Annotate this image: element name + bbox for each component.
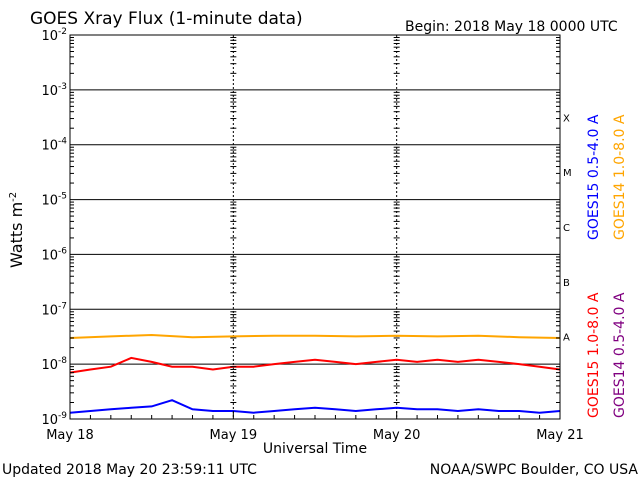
y-tick-label: 10-2 [41,27,67,44]
x-tick-label: May 18 [46,428,94,443]
flare-class-x: X [563,113,570,124]
y-axis-label: Watts m-2 [7,192,26,268]
y-tick-label: 10-9 [41,411,67,428]
legend: GOES15 0.5-4.0 A GOES14 1.0-8.0 A GOES15 1… [586,114,628,418]
x-axis-label: Universal Time [263,441,367,457]
chart-title: GOES Xray Flux (1-minute data) [30,9,303,29]
y-tick-label: 10-7 [41,301,67,318]
series-layer [69,333,561,420]
legend-entry: GOES14 0.5-4.0 A [612,292,628,418]
flare-class-b: B [563,278,570,289]
flare-class-c: C [563,223,570,234]
x-tick-label: May 20 [373,428,421,443]
begin-time: Begin: 2018 May 18 0000 UTC [405,19,618,35]
y-tick-label: 10-6 [41,246,67,263]
y-axis-label-text: Watts m [7,202,26,268]
series-line [69,333,561,339]
x-tick-label: May 21 [536,428,584,443]
series-line [69,399,561,414]
y-tick-label: 10-8 [41,356,67,373]
credit-text: NOAA/SWPC Boulder, CO USA [430,462,639,478]
flare-class-m: M [563,168,572,179]
updated-text: Updated 2018 May 20 23:59:11 UTC [2,462,257,478]
legend-entry: GOES14 1.0-8.0 A [612,114,628,240]
y-axis-label-exponent: -2 [8,192,19,202]
legend-entry: GOES15 0.5-4.0 A [586,114,602,240]
axis-ticks: 10-9 10-8 10-7 10-6 10-5 10-4 10-3 10-2 May 18 Ma… [41,27,583,443]
legend-entry: GOES15 1.0-8.0 A [586,292,602,418]
flare-class-a: A [563,333,570,344]
y-tick-label: 10-4 [41,137,67,154]
grid-lines [70,34,560,420]
series-line [69,356,561,374]
y-tick-label: 10-3 [41,82,67,99]
y-tick-label: 10-5 [41,192,67,209]
x-tick-label: May 19 [210,428,258,443]
